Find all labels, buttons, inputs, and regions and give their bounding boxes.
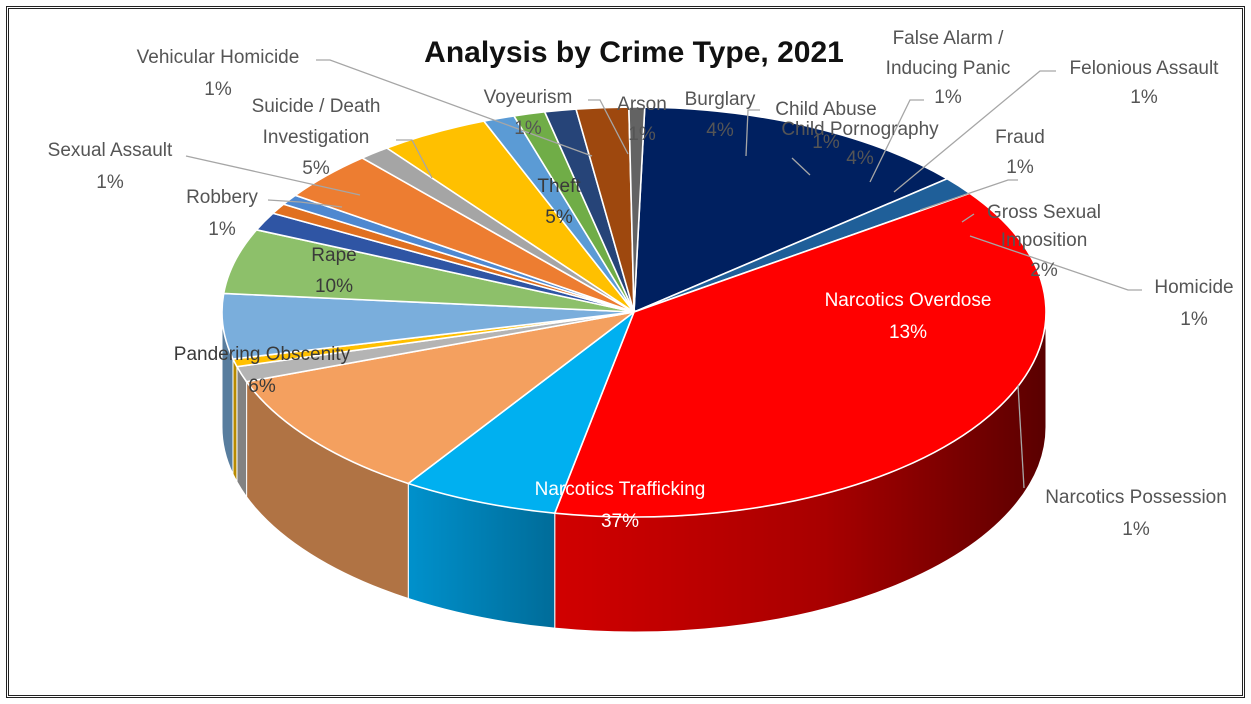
category-label-arson: Arson [617,94,667,115]
category-label-theft: Theft [537,176,581,197]
pct-label-gross-sexual-imposition: 2% [1030,260,1058,281]
category-label-false-alarm-inducing-panic: Inducing Panic [886,58,1011,79]
pct-label-robbery: 1% [208,219,236,240]
category-label-vehicular-homicide: Vehicular Homicide [137,47,300,68]
category-label-homicide: Homicide [1154,277,1233,298]
leader-robbery [267,199,343,208]
pct-label-felonious-assault: 1% [1130,87,1158,108]
pct-label-narcotics-trafficking: 37% [601,511,639,532]
leader-lines [185,59,1142,489]
category-label-sexual-assault: Sexual Assault [48,140,173,161]
leader-felonious-assault [893,70,1056,193]
category-label-rape: Rape [311,245,356,266]
category-label-pandering-obscenity: Pandering Obscenity [174,344,351,365]
leader-voyeurism [588,99,629,155]
category-label-narcotics-trafficking: Narcotics Trafficking [535,479,706,500]
category-label-false-alarm-inducing-panic: False Alarm / [893,28,1005,49]
leader-child-pornography [791,157,811,176]
leader-narcotics-possession [1017,384,1025,489]
pct-label-narcotics-possession: 1% [1122,519,1150,540]
side-sexual-assault [232,358,238,484]
pct-label-sexual-assault: 1% [96,172,124,193]
category-label-suicide-death-investigation: Suicide / Death [252,96,381,117]
category-label-child-pornography: Child Pornography [781,119,939,140]
category-label-burglary: Burglary [685,89,756,110]
category-label-felonious-assault: Felonious Assault [1070,58,1220,79]
pct-label-false-alarm-inducing-panic: 1% [934,87,962,108]
category-label-gross-sexual-imposition: Imposition [1001,230,1088,251]
leader-suicide-death-investigation [396,139,433,179]
side-robbery [236,364,248,499]
pct-label-burglary: 4% [706,120,734,141]
pct-label-voyeurism: 1% [514,118,542,139]
leader-fraud [919,179,1018,211]
pct-label-child-pornography: 4% [846,148,874,169]
slice-rape [245,311,635,485]
leader-homicide [969,235,1142,291]
leader-false-alarm-inducing-panic [869,99,924,183]
category-label-narcotics-overdose: Narcotics Overdose [825,290,992,311]
category-label-narcotics-possession: Narcotics Possession [1045,487,1227,508]
pct-label-suicide-death-investigation: 5% [302,158,330,179]
category-label-gross-sexual-imposition: Gross Sexual [987,202,1101,223]
leader-child-abuse [745,109,760,157]
category-label-child-abuse: Child Abuse [775,99,876,120]
slice-homicide [628,106,646,313]
data-labels: Narcotics Overdose 13% Narcotics Possessio… [48,28,1234,540]
category-label-voyeurism: Voyeurism [484,87,573,108]
category-label-fraud: Fraud [995,127,1045,148]
category-label-suicide-death-investigation: Investigation [263,127,370,148]
slice-pandering-obscenity [406,309,636,515]
pct-label-theft: 5% [545,207,573,228]
pct-label-arson: 1% [628,124,656,145]
chart-title: Analysis by Crime Type, 2021 [424,36,844,69]
category-label-robbery: Robbery [186,187,258,208]
pie-tops [221,106,1047,518]
pct-label-homicide: 1% [1180,309,1208,330]
pct-label-vehicular-homicide: 1% [204,79,232,100]
slice-narcotics-overdose [633,106,949,314]
pct-label-narcotics-overdose: 13% [889,322,927,343]
pct-label-pandering-obscenity: 6% [248,376,276,397]
leader-vehicular-homicide [316,59,593,157]
pct-label-child-abuse: 1% [812,132,840,153]
leader-gross-sexual-imposition [961,213,975,223]
leader-sexual-assault [185,155,361,196]
pct-label-fraud: 1% [1006,157,1034,178]
pct-label-rape: 10% [315,276,353,297]
